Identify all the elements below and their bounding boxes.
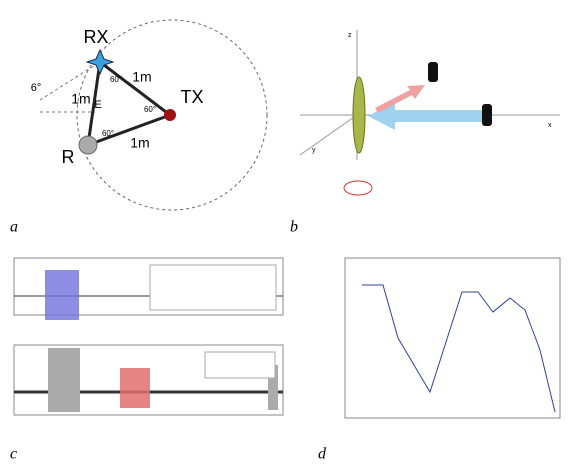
panel-a: RX TX R E 6° 1m 1m 1m 60° 60° 60° xyxy=(31,20,267,210)
axis-label: z xyxy=(348,32,352,39)
distance-label: 1m xyxy=(71,91,90,107)
tilt-line xyxy=(40,62,100,100)
axis xyxy=(300,115,357,155)
tilt-label: 6° xyxy=(31,82,42,94)
angle-label: 60° xyxy=(110,75,122,84)
signal-burst xyxy=(45,270,79,320)
e-label: E xyxy=(94,99,101,111)
panel-d xyxy=(345,258,560,418)
tx-node xyxy=(164,109,176,121)
signal-burst xyxy=(48,348,80,412)
legend-box xyxy=(150,265,276,310)
rx-label: RX xyxy=(83,27,108,47)
tx-label: TX xyxy=(180,87,203,107)
rotation-arrow xyxy=(344,181,372,195)
signal-burst xyxy=(120,368,150,408)
axis-label: y xyxy=(312,147,316,154)
angle-label: 60° xyxy=(102,129,114,138)
probe xyxy=(482,104,492,126)
caption: d xyxy=(318,446,327,463)
legend-box xyxy=(205,352,275,378)
r-node xyxy=(79,136,97,154)
plot-frame xyxy=(345,258,560,418)
distance-label: 1m xyxy=(130,135,149,151)
caption: a xyxy=(10,219,18,236)
angle-label: 60° xyxy=(144,105,156,114)
panel-c xyxy=(14,258,283,415)
panel-b: z x y xyxy=(300,30,560,195)
axis-label: x xyxy=(548,122,552,129)
figure: RX TX R E 6° 1m 1m 1m 60° 60° 60° a z x … xyxy=(0,0,569,464)
pink-arrow xyxy=(375,85,425,113)
r-label: R xyxy=(62,147,75,167)
probe xyxy=(428,62,438,82)
antenna-pattern xyxy=(353,77,365,153)
distance-label: 1m xyxy=(132,69,151,85)
caption: c xyxy=(10,446,17,463)
caption: b xyxy=(290,219,298,236)
